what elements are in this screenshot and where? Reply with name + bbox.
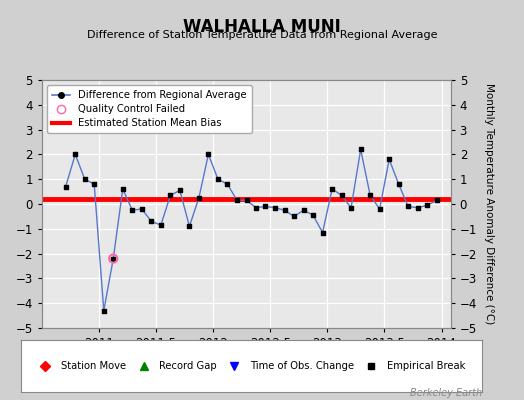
Point <box>109 255 117 262</box>
Point <box>356 146 365 153</box>
Legend: Station Move, Record Gap, Time of Obs. Change, Empirical Break: Station Move, Record Gap, Time of Obs. C… <box>35 358 468 374</box>
Point <box>375 206 384 212</box>
Point <box>109 255 117 262</box>
Point <box>261 203 270 210</box>
Point <box>309 212 317 218</box>
Point <box>147 218 156 224</box>
Point <box>337 192 346 198</box>
Point <box>233 197 241 204</box>
Point <box>242 197 250 204</box>
Point <box>223 181 232 187</box>
Legend: Difference from Regional Average, Quality Control Failed, Estimated Station Mean: Difference from Regional Average, Qualit… <box>47 85 252 133</box>
Point <box>319 229 327 236</box>
Text: Difference of Station Temperature Data from Regional Average: Difference of Station Temperature Data f… <box>87 30 437 40</box>
Point <box>280 207 289 214</box>
Point <box>290 213 298 220</box>
Point <box>195 195 203 201</box>
Text: Berkeley Earth: Berkeley Earth <box>410 388 482 398</box>
Point <box>176 187 184 194</box>
Point <box>90 181 99 187</box>
Point <box>204 151 213 158</box>
Point <box>118 186 127 192</box>
Point <box>157 222 165 228</box>
Point <box>299 207 308 214</box>
Point <box>128 207 137 214</box>
Point <box>138 206 146 212</box>
Point <box>100 308 108 314</box>
Point <box>328 186 336 192</box>
Point <box>432 197 441 204</box>
Point <box>71 151 80 158</box>
Point <box>366 192 374 198</box>
Point <box>395 181 403 187</box>
Text: WALHALLA MUNI: WALHALLA MUNI <box>183 18 341 36</box>
Point <box>61 184 70 190</box>
Point <box>252 204 260 211</box>
Point <box>271 204 279 211</box>
Point <box>81 176 89 182</box>
Point <box>385 156 394 162</box>
Point <box>423 202 431 208</box>
Point <box>413 204 422 211</box>
Y-axis label: Monthly Temperature Anomaly Difference (°C): Monthly Temperature Anomaly Difference (… <box>484 83 494 325</box>
Point <box>347 204 355 211</box>
Point <box>404 203 412 210</box>
Point <box>214 176 222 182</box>
Point <box>166 192 174 198</box>
Point <box>185 223 193 230</box>
